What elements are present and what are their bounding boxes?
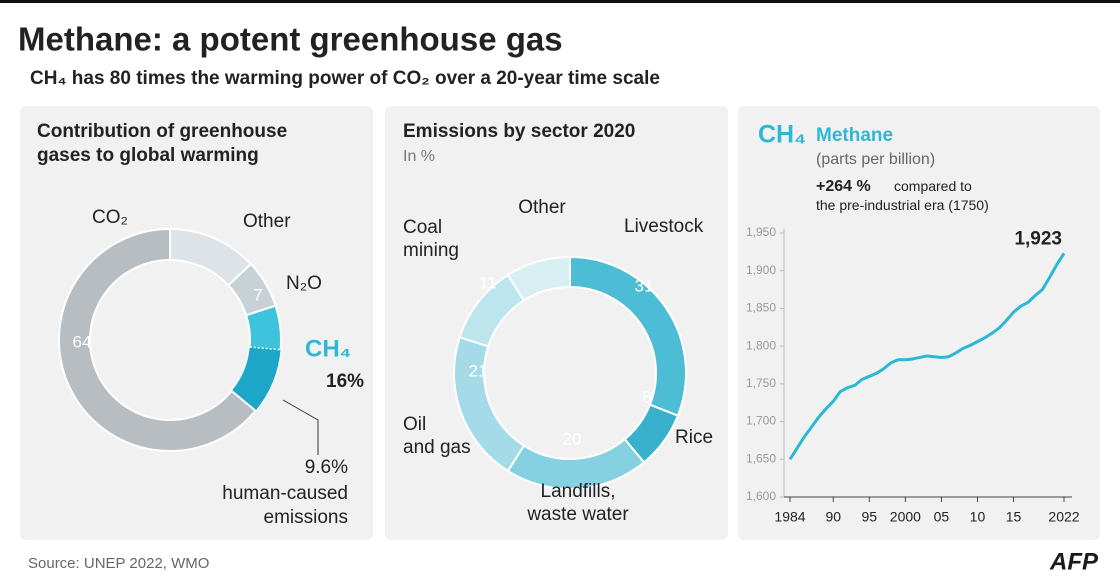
- line: [788, 252, 1066, 461]
- category-label: Other: [518, 197, 566, 218]
- segment-divider: [249, 346, 281, 351]
- y-tick-label: 1,750: [746, 376, 776, 390]
- x-tick-label: 2022: [1048, 509, 1079, 525]
- donut-segment: [506, 255, 571, 302]
- value-label: 16%: [326, 371, 364, 392]
- y-tick-label: 1,700: [746, 414, 776, 428]
- source: Source: UNEP 2022, WMO: [28, 555, 209, 572]
- x-tick-label: 1984: [774, 509, 805, 525]
- donut-segment: [58, 227, 257, 452]
- highlight-segment: [231, 347, 281, 411]
- y-tick-label: 1,650: [746, 451, 776, 465]
- category-label: Rice: [675, 427, 713, 448]
- category-label: N₂O: [286, 273, 322, 294]
- annotation-value: 9.6%: [305, 457, 348, 478]
- top-rule: [0, 0, 1120, 3]
- symbol: CH₄: [758, 121, 806, 149]
- y-tick-label: 1,900: [746, 263, 776, 277]
- value-label: 11: [479, 273, 497, 292]
- x-tick-label: 90: [825, 509, 841, 525]
- value-label: 8: [642, 387, 651, 406]
- category-label: CO₂: [92, 207, 128, 228]
- annotation-leader: [282, 399, 319, 455]
- annotation-text: compared to the pre-industrial era (1750): [816, 178, 989, 213]
- y-tick-label: 1,800: [746, 338, 776, 352]
- y-tick-label: 1,600: [746, 489, 776, 503]
- panel-subtitle: (parts per billion): [816, 151, 935, 168]
- value-label: 21: [469, 361, 488, 380]
- category-label: Oil and gas: [403, 414, 471, 458]
- value-label: 64: [73, 332, 92, 351]
- x-tick-label: 2000: [890, 509, 921, 525]
- x-tick-label: 10: [970, 509, 986, 525]
- y-tick-label: 1,950: [746, 225, 776, 239]
- category-label: Landfills, waste water: [526, 481, 629, 525]
- series-name: Methane: [816, 125, 893, 146]
- annotation-text: human-caused emissions: [222, 483, 348, 528]
- x-tick-label: 05: [934, 509, 950, 525]
- value-label: 1,923: [1014, 228, 1062, 249]
- panel: [738, 106, 1100, 540]
- x-tick-label: 95: [862, 509, 878, 525]
- panel-title: Emissions by sector 2020: [403, 121, 635, 142]
- x-tick-label: 15: [1006, 509, 1022, 525]
- value-label: 20: [563, 429, 582, 448]
- y-tick-label: 1,850: [746, 301, 776, 315]
- annotation-value: +264 %: [816, 178, 871, 195]
- category-label: Other: [243, 211, 291, 232]
- category-label: Livestock: [624, 216, 704, 237]
- subtitle: CH₄ has 80 times the warming power of CO…: [30, 68, 660, 89]
- title: Methane: a potent greenhouse gas: [18, 21, 563, 58]
- logo: AFP: [1049, 548, 1099, 575]
- value-label: 7: [253, 285, 262, 304]
- category-label: Coal mining: [403, 217, 459, 261]
- panel-subtitle: In %: [403, 148, 435, 165]
- panel-title: Contribution of greenhouse gases to globa…: [37, 121, 287, 166]
- category-label-highlight: CH₄: [305, 335, 351, 362]
- value-label: 31: [635, 276, 654, 295]
